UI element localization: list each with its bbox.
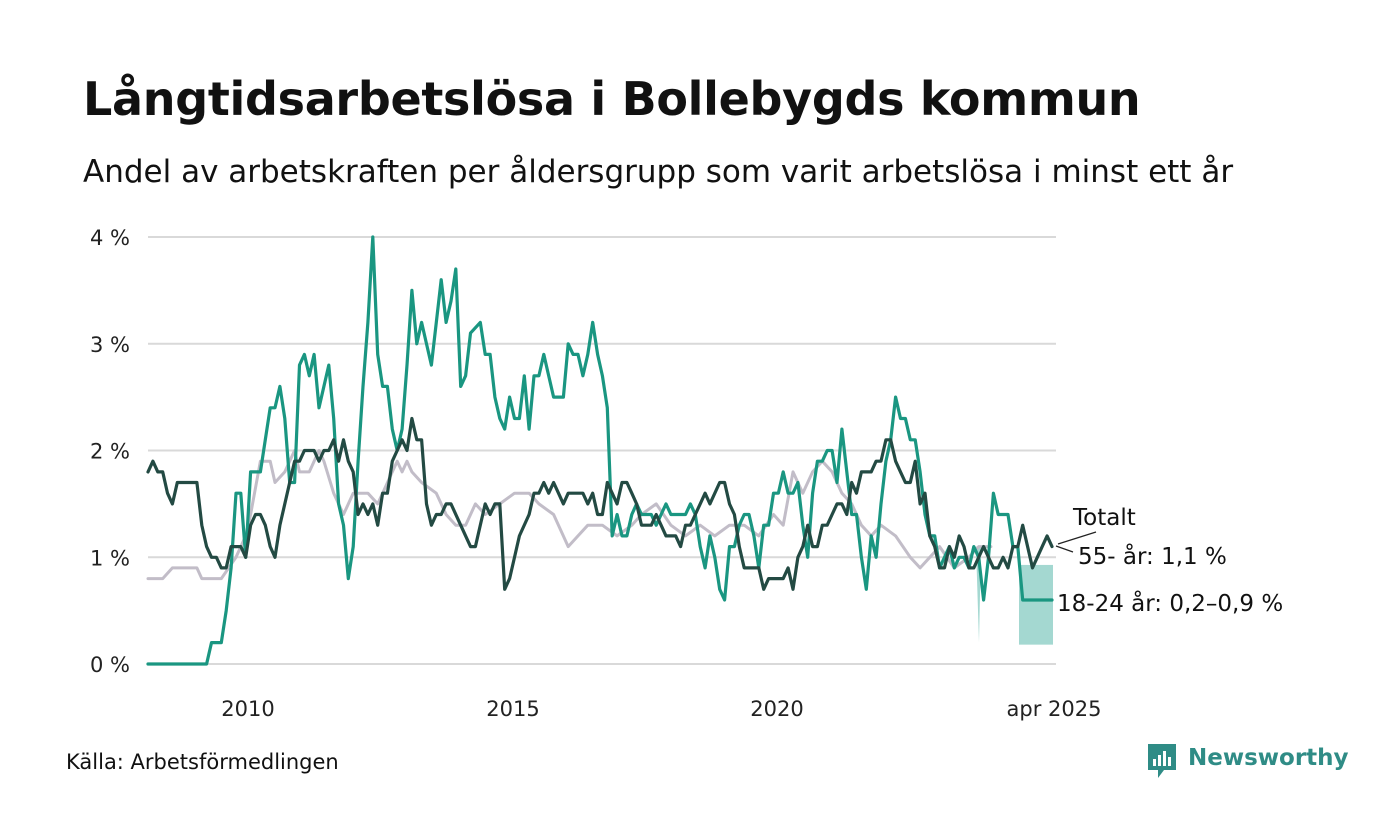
end-label-older: 55- år: 1,1 % <box>1078 542 1227 570</box>
x-tick-label: 2015 <box>486 697 539 721</box>
series-line-older <box>146 416 1054 591</box>
series-line-total <box>146 449 993 581</box>
axis-labels: 0 % 1 % 2 % 3 % 4 % 2010 2015 2020 apr 2025 <box>90 226 1101 721</box>
youth-range-band <box>1019 564 1053 645</box>
y-tick-label: 0 % <box>90 653 130 677</box>
newsworthy-logo-icon <box>1148 744 1176 778</box>
end-labels: Totalt 55- år: 1,1 % 18-24 år: 0,2–0,9 % <box>1055 505 1283 617</box>
grid-lines <box>148 236 1056 665</box>
y-tick-label: 1 % <box>90 546 130 570</box>
line-chart: 0 % 1 % 2 % 3 % 4 % 2010 2015 2020 apr 2025 Tota… <box>90 226 1283 721</box>
newsworthy-logo-text: Newsworthy <box>1188 745 1349 771</box>
leader-line-older <box>1055 545 1074 553</box>
x-tick-label: apr 2025 <box>1007 697 1102 721</box>
chart-title: Långtidsarbetslösa i Bollebygds kommun <box>83 72 1141 126</box>
y-tick-label: 2 % <box>90 440 130 464</box>
x-tick-label: 2020 <box>750 697 803 721</box>
series-lines <box>146 235 1054 666</box>
series-line-youth <box>146 235 1054 666</box>
end-label-youth: 18-24 år: 0,2–0,9 % <box>1057 589 1283 617</box>
x-tick-label: 2010 <box>221 697 274 721</box>
leader-line-total <box>1057 531 1097 545</box>
y-tick-label: 4 % <box>90 226 130 250</box>
chart-subtitle: Andel av arbetskraften per åldersgrupp s… <box>83 154 1234 190</box>
source-note: Källa: Arbetsförmedlingen <box>66 750 339 774</box>
uncertainty-bands <box>976 546 1053 645</box>
y-tick-label: 3 % <box>90 333 130 357</box>
end-label-total: Totalt <box>1072 505 1136 531</box>
